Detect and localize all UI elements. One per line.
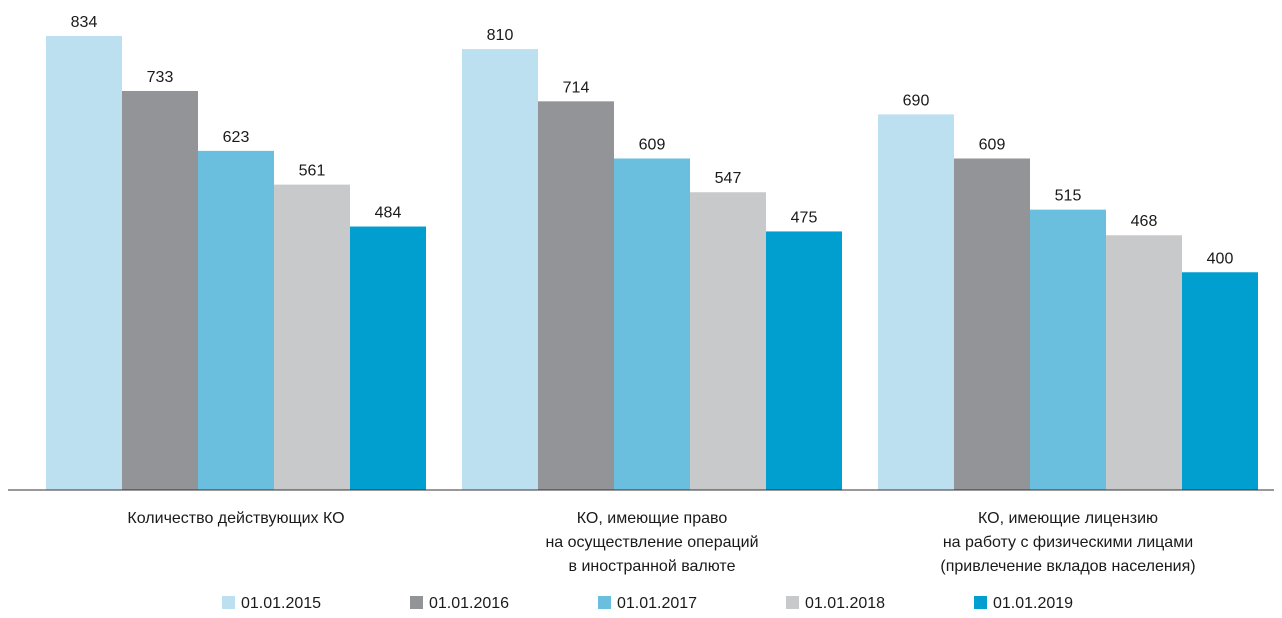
legend-swatch-1: [222, 596, 235, 609]
legend-label-5: 01.01.2019: [993, 595, 1073, 612]
category-label-3-line-1: КО, имеющие лицензию: [978, 510, 1158, 527]
bar-3-2: [954, 158, 1030, 491]
bar-3-1: [878, 114, 954, 490]
value-label-2-2: 714: [563, 79, 590, 96]
bar-2-4: [690, 192, 766, 491]
value-labels-layer: 834 810 690 733 714 609 623 609 515 561 547 468 484 4…: [71, 14, 1234, 267]
bar-2-5: [766, 231, 842, 490]
category-label-3-line-2: на работу с физическими лицами: [943, 534, 1193, 551]
bar-1-5: [350, 226, 426, 490]
category-label-2-line-1: КО, имеющие право: [577, 510, 728, 527]
bar-3-5: [1182, 272, 1258, 490]
bar-1-3: [198, 150, 274, 491]
value-label-3-1: 690: [903, 92, 930, 109]
legend-item-1: 01.01.2015: [222, 595, 321, 612]
bar-2-2: [538, 101, 614, 491]
bar-2-1: [462, 49, 538, 490]
legend-label-2: 01.01.2016: [429, 595, 509, 612]
bar-1-1: [46, 36, 122, 490]
value-label-1-2: 733: [147, 69, 174, 86]
value-label-2-5: 475: [791, 209, 818, 226]
value-label-3-2: 609: [979, 136, 1006, 153]
category-label-1-line-1: Количество действующих КО: [127, 510, 344, 527]
value-label-2-1: 810: [487, 27, 514, 44]
legend: 01.01.2015 01.01.2016 01.01.2017 01.01.2018…: [222, 595, 1073, 612]
legend-label-4: 01.01.2018: [805, 595, 885, 612]
bar-1-4: [274, 184, 350, 490]
category-label-2-line-3: в иностранной валюте: [569, 558, 736, 575]
value-label-1-1: 834: [71, 14, 98, 31]
bar-3-3: [1030, 209, 1106, 490]
legend-swatch-5: [974, 596, 987, 609]
legend-item-5: 01.01.2019: [974, 595, 1073, 612]
legend-swatch-3: [598, 596, 611, 609]
legend-label-1: 01.01.2015: [241, 595, 321, 612]
legend-item-4: 01.01.2018: [786, 595, 885, 612]
bar-1-2: [122, 90, 198, 491]
legend-item-2: 01.01.2016: [410, 595, 509, 612]
value-label-2-3: 609: [639, 136, 666, 153]
bar-3-4: [1106, 235, 1182, 490]
legend-label-3: 01.01.2017: [617, 595, 697, 612]
category-label-2-line-2: на осуществление операций: [545, 534, 758, 551]
legend-item-3: 01.01.2017: [598, 595, 697, 612]
value-label-3-5: 400: [1207, 250, 1234, 267]
value-label-3-3: 515: [1055, 188, 1082, 205]
value-label-3-4: 468: [1131, 213, 1158, 230]
value-label-1-3: 623: [223, 129, 250, 146]
legend-swatch-4: [786, 596, 799, 609]
value-label-2-4: 547: [715, 170, 742, 187]
bar-2-3: [614, 158, 690, 491]
value-label-1-4: 561: [299, 163, 326, 180]
legend-swatch-2: [410, 596, 423, 609]
value-label-1-5: 484: [375, 205, 402, 222]
bars-layer: [46, 36, 1258, 491]
category-labels-layer: Количество действующих КО КО, имеющие пра…: [127, 510, 1195, 575]
category-label-3-line-3: (привлечение вкладов населения): [940, 558, 1195, 575]
